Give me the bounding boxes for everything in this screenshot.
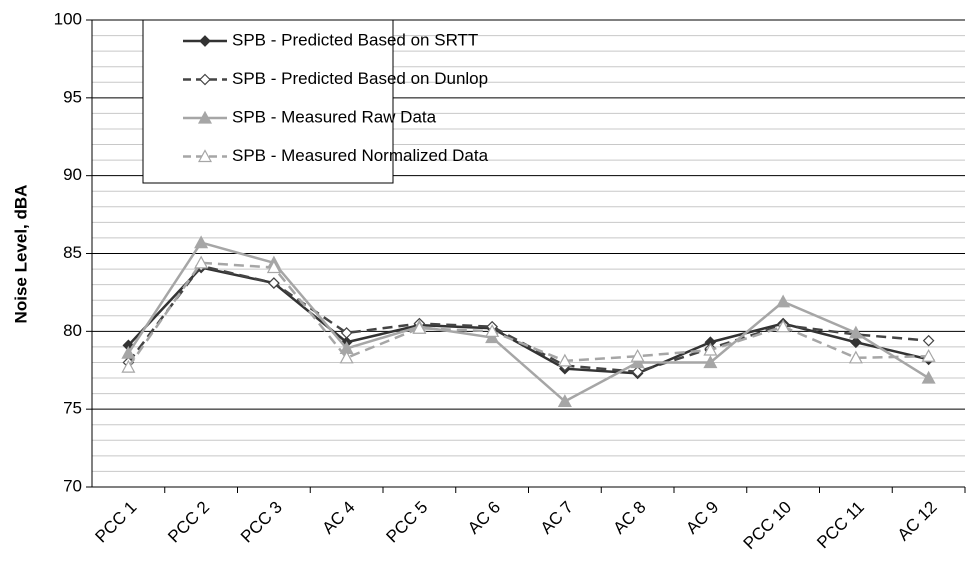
data-point bbox=[340, 327, 353, 339]
data-point bbox=[194, 235, 209, 249]
data-point bbox=[848, 350, 863, 364]
legend-label: SPB - Measured Normalized Data bbox=[232, 146, 489, 165]
data-point bbox=[850, 336, 862, 349]
x-tick-label: PCC 11 bbox=[813, 498, 868, 553]
y-tick-label: 80 bbox=[63, 321, 82, 340]
legend-marker bbox=[199, 35, 211, 47]
data-point bbox=[921, 348, 936, 362]
y-tick-label: 95 bbox=[63, 87, 82, 106]
x-tick-label: PCC 2 bbox=[164, 498, 213, 547]
x-tick-label: AC 7 bbox=[537, 498, 577, 538]
x-tick-label: PCC 3 bbox=[237, 498, 286, 547]
series-line bbox=[127, 264, 929, 374]
x-tick-label: AC 6 bbox=[464, 498, 504, 538]
series-line bbox=[127, 266, 929, 375]
data-point bbox=[339, 350, 354, 364]
y-tick-label: 75 bbox=[63, 399, 82, 418]
data-point bbox=[266, 260, 281, 274]
y-tick-label: 70 bbox=[63, 476, 82, 495]
y-axis-label: Noise Level, dBA bbox=[11, 185, 30, 324]
x-tick-label: PCC 10 bbox=[740, 498, 796, 554]
x-tick-label: AC 8 bbox=[609, 498, 649, 538]
data-point bbox=[776, 294, 791, 308]
data-point bbox=[630, 355, 645, 369]
data-point bbox=[630, 348, 645, 362]
data-point bbox=[921, 370, 936, 384]
x-tick-label: AC 4 bbox=[318, 498, 358, 538]
data-point bbox=[631, 365, 644, 378]
x-tick-label: AC 9 bbox=[682, 498, 722, 538]
data-point bbox=[194, 255, 209, 269]
data-point bbox=[922, 334, 935, 347]
data-point bbox=[557, 394, 572, 407]
legend-label: SPB - Predicted Based on Dunlop bbox=[232, 69, 488, 88]
data-point bbox=[848, 325, 863, 339]
data-point bbox=[121, 345, 136, 359]
data-point bbox=[703, 355, 718, 369]
legend-label: SPB - Measured Raw Data bbox=[232, 107, 437, 126]
y-tick-label: 100 bbox=[54, 9, 82, 28]
data-point bbox=[485, 324, 500, 337]
x-tick-label: AC 12 bbox=[894, 498, 941, 545]
data-point bbox=[557, 353, 572, 367]
y-tick-label: 90 bbox=[63, 165, 82, 184]
legend-marker bbox=[197, 149, 213, 163]
legend-marker bbox=[199, 73, 211, 86]
data-point bbox=[121, 359, 136, 373]
series-line bbox=[127, 241, 930, 403]
y-tick-label: 85 bbox=[63, 243, 82, 262]
legend-marker bbox=[197, 110, 213, 124]
data-point bbox=[776, 319, 791, 333]
x-tick-label: PCC 5 bbox=[383, 498, 432, 547]
x-tick-label: PCC 1 bbox=[92, 498, 141, 547]
data-point bbox=[412, 320, 427, 334]
data-point bbox=[485, 330, 500, 344]
data-point bbox=[703, 342, 718, 356]
data-point bbox=[268, 277, 280, 289]
legend-label: SPB - Predicted Based on SRTT bbox=[232, 30, 478, 49]
